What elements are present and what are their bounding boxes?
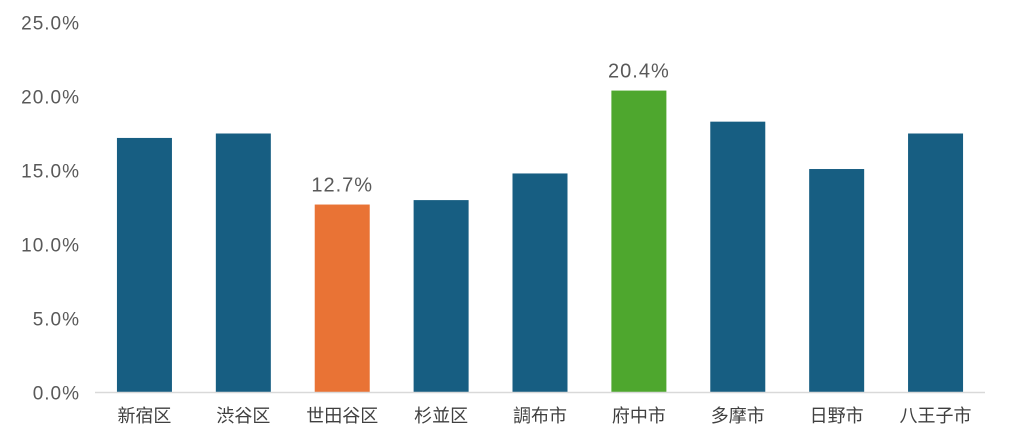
data-labels: 12.7% 20.4% <box>311 61 670 197</box>
x-tick-label: 杉並区 <box>414 406 468 426</box>
x-tick-label: 府中市 <box>612 406 666 426</box>
bar-8 <box>809 169 865 393</box>
y-tick-label: 10.0% <box>21 236 80 257</box>
y-tick-label: 15.0% <box>21 162 80 183</box>
bar-4 <box>413 200 469 393</box>
bar-6 <box>611 90 667 393</box>
x-tick-label: 調布市 <box>513 406 567 426</box>
x-tick-label: 渋谷区 <box>216 406 270 426</box>
bar-1 <box>116 137 172 393</box>
x-tick-label: 多摩市 <box>711 406 765 426</box>
x-tick-label: 日野市 <box>810 406 864 426</box>
y-tick-label: 0.0% <box>33 384 80 405</box>
y-tick-label: 20.0% <box>21 88 80 109</box>
y-tick-label: 5.0% <box>33 310 80 331</box>
bar-7 <box>710 121 766 393</box>
bars <box>116 90 964 393</box>
x-axis: 新宿区 渋谷区 世田谷区 杉並区 調布市 府中市 多摩市 日野市 八王子市 <box>95 391 985 426</box>
data-label: 20.4% <box>608 61 670 83</box>
bar-3 <box>314 204 370 393</box>
bar-2 <box>215 133 271 393</box>
bar-5 <box>512 173 568 393</box>
y-tick-label: 25.0% <box>21 14 80 35</box>
x-tick-label: 世田谷区 <box>306 406 378 426</box>
data-label: 12.7% <box>311 175 373 197</box>
x-tick-label: 新宿区 <box>117 406 171 426</box>
y-axis: 0.0% 5.0% 10.0% 15.0% 20.0% 25.0% <box>21 14 80 405</box>
x-tick-label: 八王子市 <box>900 406 972 426</box>
bar-9 <box>908 133 964 393</box>
